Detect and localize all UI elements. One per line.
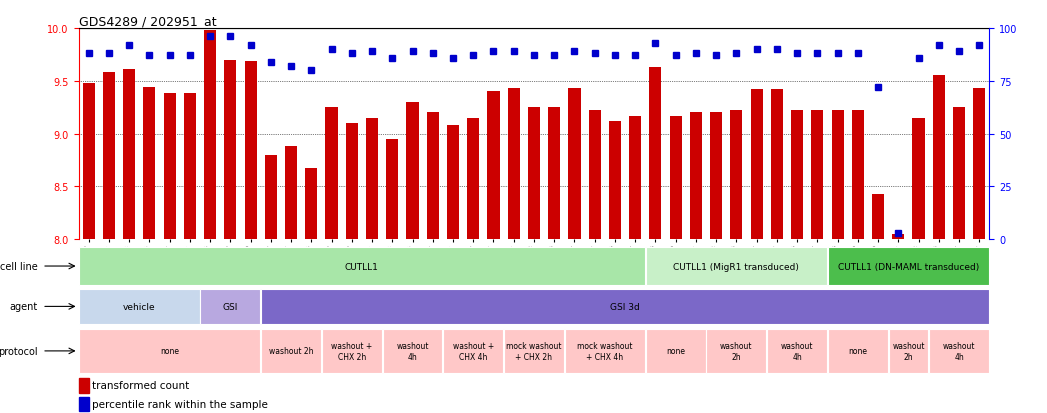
Bar xyxy=(285,147,297,413)
Bar xyxy=(828,248,989,285)
Text: mock washout
+ CHX 2h: mock washout + CHX 2h xyxy=(506,342,562,361)
Text: percentile rank within the sample: percentile rank within the sample xyxy=(92,399,268,409)
Text: GSI 3d: GSI 3d xyxy=(610,302,640,311)
Text: CUTLL1: CUTLL1 xyxy=(344,262,379,271)
Bar xyxy=(306,169,317,413)
Bar xyxy=(872,194,884,413)
Bar xyxy=(163,94,176,413)
Bar xyxy=(79,397,89,411)
Text: none: none xyxy=(160,347,179,356)
Text: washout
2h: washout 2h xyxy=(720,342,753,361)
Bar xyxy=(204,31,216,413)
Bar xyxy=(974,89,985,413)
Bar xyxy=(751,90,762,413)
Bar xyxy=(913,119,925,413)
Bar xyxy=(710,113,722,413)
Bar xyxy=(224,61,237,413)
Bar xyxy=(79,289,200,324)
Bar xyxy=(828,329,888,373)
Bar xyxy=(124,70,135,413)
Bar xyxy=(933,76,944,413)
Bar xyxy=(79,329,261,373)
Bar xyxy=(646,329,706,373)
Text: none: none xyxy=(848,347,867,356)
Bar xyxy=(649,68,662,413)
Bar xyxy=(771,90,783,413)
Bar xyxy=(892,234,905,413)
Bar xyxy=(245,62,257,413)
Bar xyxy=(852,111,864,413)
Text: washout
4h: washout 4h xyxy=(942,342,976,361)
Bar xyxy=(261,289,989,324)
Bar xyxy=(326,108,337,413)
Text: cell line: cell line xyxy=(0,261,38,271)
Bar xyxy=(569,89,580,413)
Text: agent: agent xyxy=(9,301,38,312)
Bar xyxy=(629,116,641,413)
Bar xyxy=(670,116,682,413)
Bar xyxy=(564,329,645,373)
Text: protocol: protocol xyxy=(0,346,38,356)
Bar xyxy=(504,329,564,373)
Bar xyxy=(811,111,823,413)
Bar xyxy=(366,119,378,413)
Bar xyxy=(731,111,742,413)
Text: transformed count: transformed count xyxy=(92,380,190,390)
Text: vehicle: vehicle xyxy=(122,302,156,311)
Text: GDS4289 / 202951_at: GDS4289 / 202951_at xyxy=(79,15,216,28)
Bar xyxy=(467,119,480,413)
Text: washout +
CHX 4h: washout + CHX 4h xyxy=(452,342,494,361)
Bar xyxy=(549,108,560,413)
Text: washout
4h: washout 4h xyxy=(781,342,814,361)
Bar xyxy=(889,329,929,373)
Bar xyxy=(83,84,94,413)
Bar xyxy=(707,329,766,373)
Bar xyxy=(690,113,701,413)
Bar xyxy=(79,378,89,392)
Bar xyxy=(143,88,155,413)
Text: CUTLL1 (MigR1 transduced): CUTLL1 (MigR1 transduced) xyxy=(673,262,799,271)
Bar xyxy=(79,248,645,285)
Bar xyxy=(427,113,439,413)
Bar xyxy=(929,329,989,373)
Text: washout 2h: washout 2h xyxy=(269,347,313,356)
Bar xyxy=(265,155,276,413)
Bar xyxy=(200,289,261,324)
Text: CUTLL1 (DN-MAML transduced): CUTLL1 (DN-MAML transduced) xyxy=(838,262,979,271)
Bar xyxy=(609,121,621,413)
Text: none: none xyxy=(666,347,685,356)
Bar xyxy=(767,329,827,373)
Text: washout
2h: washout 2h xyxy=(892,342,925,361)
Text: GSI: GSI xyxy=(223,302,238,311)
Bar xyxy=(321,329,382,373)
Bar xyxy=(184,94,196,413)
Bar xyxy=(953,108,965,413)
Bar xyxy=(646,248,827,285)
Bar xyxy=(792,111,803,413)
Bar xyxy=(103,73,115,413)
Bar xyxy=(488,92,499,413)
Bar xyxy=(443,329,504,373)
Bar xyxy=(386,140,398,413)
Bar xyxy=(831,111,844,413)
Bar xyxy=(588,111,601,413)
Bar xyxy=(528,108,540,413)
Bar xyxy=(447,126,459,413)
Bar xyxy=(406,102,419,413)
Bar xyxy=(261,329,321,373)
Text: washout
4h: washout 4h xyxy=(396,342,429,361)
Text: mock washout
+ CHX 4h: mock washout + CHX 4h xyxy=(577,342,632,361)
Bar xyxy=(382,329,443,373)
Bar xyxy=(508,89,519,413)
Text: washout +
CHX 2h: washout + CHX 2h xyxy=(331,342,373,361)
Bar xyxy=(346,124,358,413)
